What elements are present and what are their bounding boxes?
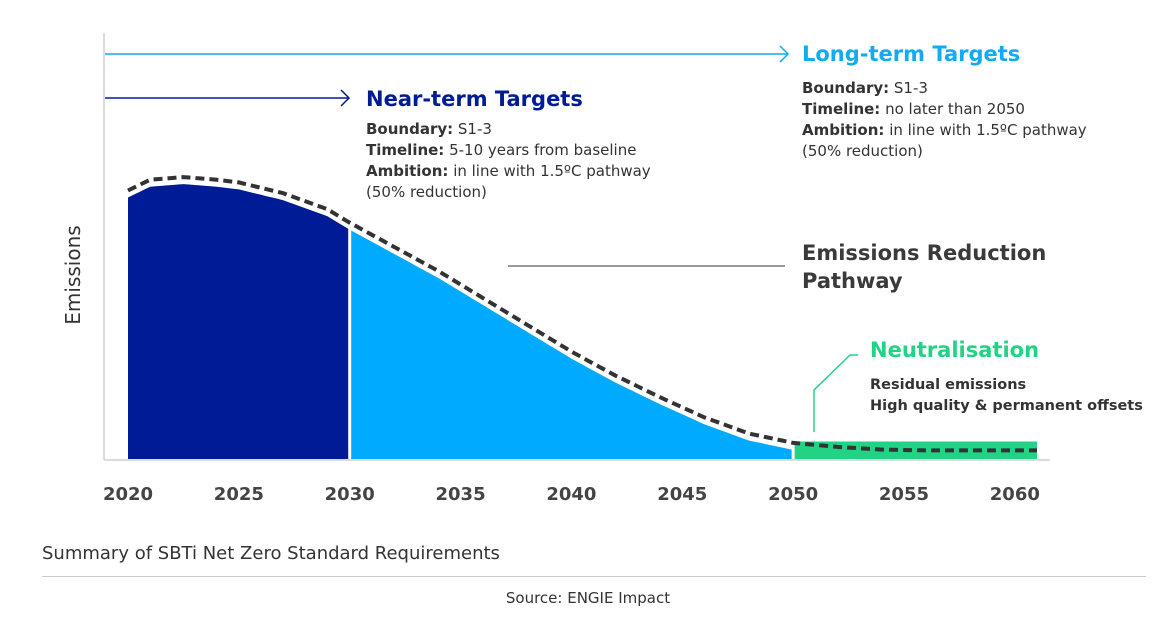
near-term-line: Boundary: S1-3	[366, 120, 492, 138]
area-segment-near-term	[128, 184, 350, 459]
x-tick-2025: 2025	[214, 484, 264, 505]
near-term-arrow-head	[340, 89, 351, 107]
pathway-label: Pathway	[802, 269, 903, 293]
source-note: Source: ENGIE Impact	[505, 589, 671, 607]
neutralisation-title: Neutralisation	[870, 338, 1039, 362]
x-tick-2045: 2045	[657, 484, 707, 505]
x-tick-2035: 2035	[436, 484, 486, 505]
long-term-line: Boundary: S1-3	[802, 79, 928, 97]
near-term-title: Near-term Targets	[366, 87, 583, 111]
area-segment-neutralisation	[793, 441, 1037, 459]
near-term-line: (50% reduction)	[366, 183, 487, 201]
chart-caption: Summary of SBTi Net Zero Standard Requir…	[42, 543, 500, 564]
x-tick-2055: 2055	[879, 484, 929, 505]
neutralisation-leader-line	[813, 354, 858, 432]
x-tick-2040: 2040	[546, 484, 596, 505]
divider-line	[42, 576, 1146, 577]
neutralisation-line: High quality & permanent offsets	[870, 398, 1143, 414]
near-term-line: Ambition: in line with 1.5ºC pathway	[366, 162, 651, 180]
long-term-line: (50% reduction)	[802, 142, 923, 160]
x-tick-2060: 2060	[990, 484, 1040, 505]
long-term-line: Ambition: in line with 1.5ºC pathway	[802, 121, 1087, 139]
x-tick-2030: 2030	[325, 484, 375, 505]
area-segment-long-term	[349, 229, 794, 459]
long-term-arrow-head	[779, 45, 790, 63]
near-term-line: Timeline: 5-10 years from baseline	[366, 141, 636, 159]
x-tick-2020: 2020	[103, 484, 153, 505]
long-term-line: Timeline: no later than 2050	[802, 100, 1025, 118]
y-axis-label: Emissions	[61, 225, 85, 324]
pathway-label: Emissions Reduction	[802, 241, 1046, 265]
pathway-dashed-line	[127, 175, 1037, 453]
long-term-title: Long-term Targets	[802, 42, 1020, 66]
x-tick-2050: 2050	[768, 484, 818, 505]
neutralisation-line: Residual emissions	[870, 377, 1026, 393]
